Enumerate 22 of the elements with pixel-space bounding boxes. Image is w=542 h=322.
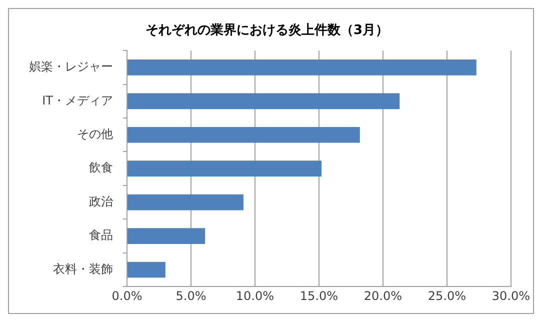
y-tick-label: IT・メディア bbox=[42, 93, 113, 108]
x-tick-label: 0.0% bbox=[112, 288, 142, 303]
x-tick-label: 5.0% bbox=[176, 288, 206, 303]
y-tick-label: 政治 bbox=[89, 194, 113, 208]
y-tick-label: 食品 bbox=[89, 228, 113, 242]
x-tick-label: 25.0% bbox=[428, 288, 466, 303]
bar bbox=[128, 262, 166, 278]
y-tick-label: その他 bbox=[77, 127, 113, 142]
bar bbox=[128, 194, 244, 210]
x-tick-label: 10.0% bbox=[236, 288, 274, 303]
y-tick-label: 娯楽・レジャー bbox=[29, 60, 113, 74]
x-tick-label: 20.0% bbox=[364, 288, 402, 303]
x-tick-label: 15.0% bbox=[300, 288, 338, 303]
y-tick-label: 飲食 bbox=[89, 160, 113, 175]
bar bbox=[128, 160, 322, 177]
bar bbox=[128, 228, 206, 244]
x-tick-label: 30.0% bbox=[492, 288, 530, 303]
bar bbox=[128, 126, 360, 143]
y-tick-label: 衣料・装飾 bbox=[53, 262, 113, 276]
bar bbox=[128, 93, 400, 110]
chart-title: それぞれの業界における炎上件数（3月） bbox=[145, 23, 389, 38]
bar bbox=[128, 60, 476, 76]
